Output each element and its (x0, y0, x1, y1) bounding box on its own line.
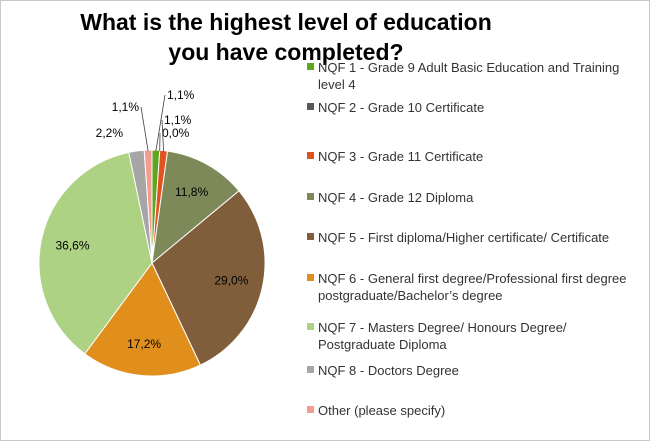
legend-label: NQF 4 - Grade 12 Diploma (318, 189, 638, 206)
data-label-1: 1,1% (167, 88, 195, 102)
leader-line-9 (141, 107, 148, 151)
legend-swatch (307, 152, 314, 159)
data-label-7: 36,6% (55, 239, 89, 253)
legend-label: NQF 6 - General first degree/Professiona… (318, 270, 638, 304)
legend-label: NQF 7 - Masters Degree/ Honours Degree/ … (318, 319, 638, 353)
data-label-4: 11,8% (175, 185, 208, 199)
legend-label: NQF 5 - First diploma/Higher certificate… (318, 229, 638, 246)
legend-swatch (307, 233, 314, 240)
legend-label: NQF 3 - Grade 11 Certificate (318, 148, 638, 165)
legend-label: NQF 2 - Grade 10 Certificate (318, 99, 638, 116)
legend-swatch (307, 406, 314, 413)
legend-swatch (307, 366, 314, 373)
data-label-5: 29,0% (214, 274, 248, 288)
data-label-6: 17,2% (127, 337, 161, 351)
legend-label: NQF 8 - Doctors Degree (318, 362, 638, 379)
data-label-8: 2,2% (96, 126, 124, 140)
legend-label: Other (please specify) (318, 402, 638, 419)
data-label-2: 0,0% (162, 126, 190, 140)
legend-swatch (307, 274, 314, 281)
data-label-3: 1,1% (164, 113, 192, 127)
legend-label: NQF 1 - Grade 9 Adult Basic Education an… (318, 59, 638, 93)
legend-swatch (307, 193, 314, 200)
legend-swatch (307, 63, 314, 70)
legend-swatch (307, 323, 314, 330)
pie-chart: 1,1%0,0%1,1%11,8%29,0%17,2%36,6%2,2%1,1% (1, 1, 301, 442)
data-label-9: 1,1% (112, 100, 140, 114)
legend-swatch (307, 103, 314, 110)
